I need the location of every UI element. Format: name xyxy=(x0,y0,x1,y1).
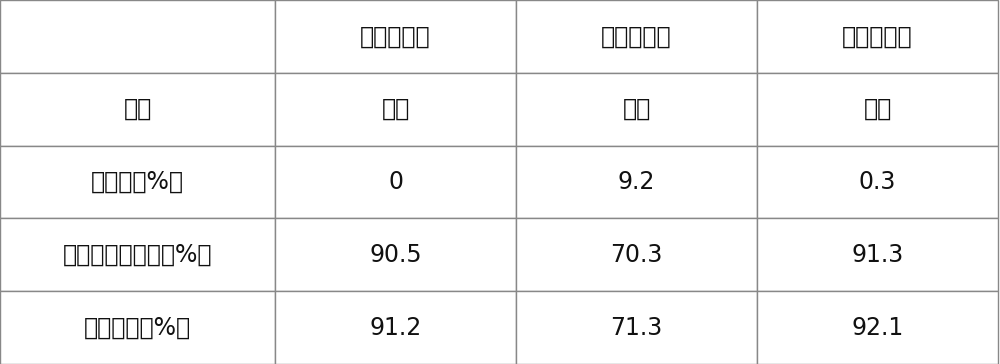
Text: 0: 0 xyxy=(388,170,403,194)
Bar xyxy=(516,0,757,73)
Bar xyxy=(275,0,516,73)
Bar xyxy=(0,291,275,364)
Text: 新鲜催化剂: 新鲜催化剂 xyxy=(360,24,431,48)
Text: 71.3: 71.3 xyxy=(610,316,663,340)
Text: 发黑: 发黑 xyxy=(622,97,651,121)
Text: 二氧化硫选择性（%）: 二氧化硫选择性（%） xyxy=(63,243,212,267)
Text: 92.1: 92.1 xyxy=(851,316,904,340)
Text: 9.2: 9.2 xyxy=(618,170,655,194)
Text: 0.3: 0.3 xyxy=(859,170,896,194)
Bar xyxy=(757,73,998,146)
Bar xyxy=(757,218,998,291)
Bar xyxy=(516,291,757,364)
Bar xyxy=(0,146,275,218)
Bar xyxy=(0,73,275,146)
Bar xyxy=(516,218,757,291)
Bar xyxy=(275,218,516,291)
Text: 色泽: 色泽 xyxy=(123,97,152,121)
Text: 90.5: 90.5 xyxy=(369,243,422,267)
Text: 再生催化剂: 再生催化剂 xyxy=(842,24,913,48)
Bar xyxy=(0,218,275,291)
Bar xyxy=(275,146,516,218)
Text: 失活催化剂: 失活催化剂 xyxy=(601,24,672,48)
Bar xyxy=(516,146,757,218)
Text: 70.3: 70.3 xyxy=(610,243,663,267)
Bar xyxy=(757,0,998,73)
Bar xyxy=(757,291,998,364)
Bar xyxy=(275,291,516,364)
Text: 硫含量（%）: 硫含量（%） xyxy=(91,170,184,194)
Text: 硫磺收率（%）: 硫磺收率（%） xyxy=(84,316,191,340)
Bar xyxy=(757,146,998,218)
Bar xyxy=(516,73,757,146)
Bar xyxy=(275,73,516,146)
Bar xyxy=(0,0,275,73)
Text: 91.2: 91.2 xyxy=(369,316,422,340)
Text: 光亮: 光亮 xyxy=(863,97,892,121)
Text: 光亮: 光亮 xyxy=(381,97,410,121)
Text: 91.3: 91.3 xyxy=(851,243,904,267)
